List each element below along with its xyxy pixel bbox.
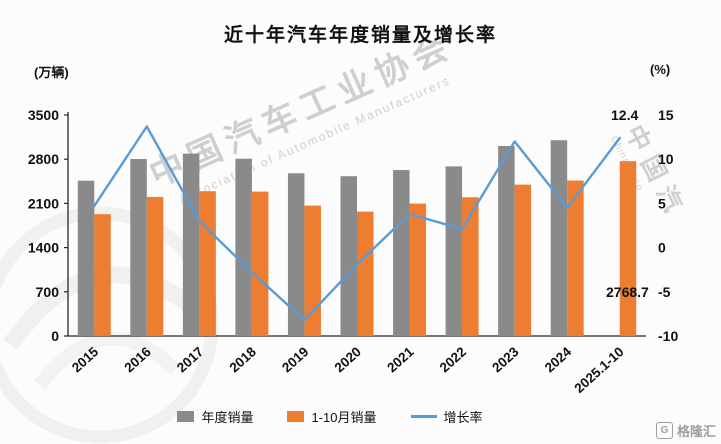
y2-axis-label: -5 (658, 284, 671, 300)
right-axis-unit: (%) (650, 62, 671, 77)
legend-line-sample (410, 415, 437, 418)
x-axis-label: 2022 (437, 344, 469, 375)
bar-annual-sales-2020 (340, 176, 357, 336)
y2-axis-label: -10 (658, 328, 678, 344)
bar-ytd-sales-2020 (357, 211, 374, 336)
gelonghui-logo-icon: G (655, 422, 673, 439)
x-axis-label: 2019 (279, 344, 311, 375)
x-axis-label: 2018 (227, 344, 260, 376)
y2-axis-label: 10 (658, 151, 674, 167)
ytd-sales-value-label: 2768.7 (606, 284, 649, 300)
y-axis-label: 0 (51, 328, 59, 344)
bar-ytd-sales-2017 (199, 191, 216, 336)
x-axis-label: 2016 (121, 344, 154, 376)
x-axis-label: 2017 (174, 344, 206, 375)
bar-annual-sales-2018 (235, 158, 252, 336)
bar-ytd-sales-2016 (146, 196, 164, 336)
bar-annual-sales-2022 (445, 166, 463, 336)
bar-ytd-sales-2022 (462, 197, 479, 336)
y-axis-label: 1400 (28, 240, 59, 256)
x-axis-label: 2023 (489, 344, 522, 376)
y2-axis-label: 0 (658, 240, 666, 256)
bar-ytd-sales-2019 (304, 205, 321, 336)
legend-label: 增长率 (443, 410, 483, 425)
bar-annual-sales-2016 (130, 159, 147, 336)
legend-item-annual-sales: 年度销量 (177, 407, 253, 426)
chart-title: 近十年汽车年度销量及增长率 (223, 25, 497, 46)
x-axis-label: 2020 (332, 344, 364, 375)
legend-label: 1-10月销量 (311, 410, 377, 425)
left-axis-unit: (万辆) (34, 65, 69, 80)
bar-annual-sales-2024 (550, 140, 568, 336)
bar-ytd-sales-2021 (409, 203, 427, 336)
bar-annual-sales-2017 (182, 153, 200, 336)
y-axis-label: 2100 (28, 195, 59, 211)
x-axis-label: 2024 (542, 344, 575, 376)
y-axis-label: 700 (36, 284, 60, 300)
x-axis-label: 2025.1-10 (572, 344, 627, 396)
legend: 年度销量 1-10月销量 增长率 (0, 407, 660, 426)
legend-item-growth-rate: 增长率 (410, 407, 483, 426)
bar-annual-sales-2019 (287, 173, 305, 336)
legend-swatch (177, 411, 195, 422)
legend-label: 年度销量 (201, 410, 254, 425)
bar-ytd-sales-2018 (251, 191, 269, 336)
x-axis-label: 2015 (69, 344, 102, 376)
y-axis-label: 2800 (28, 151, 59, 167)
y2-axis-label: 5 (658, 195, 666, 211)
legend-swatch (287, 411, 305, 422)
legend-item-ytd-sales: 1-10月销量 (287, 407, 377, 426)
bar-annual-sales-2023 (498, 146, 515, 336)
bar-ytd-sales-2024 (567, 180, 584, 336)
gelonghui-logo: G 格隆汇 (655, 421, 716, 440)
gelonghui-logo-label: 格隆汇 (676, 424, 716, 439)
x-axis-label: 2021 (384, 344, 417, 376)
growth-rate-value-label: 12.4 (611, 107, 639, 123)
bar-ytd-sales-2023 (514, 184, 532, 336)
y-axis-label: 3500 (28, 107, 59, 123)
bar-ytd-sales-2015 (94, 214, 111, 336)
bar-annual-sales-2021 (393, 170, 410, 336)
bar-annual-sales-2015 (77, 180, 95, 336)
bar-ytd-sales-2025.1-10 (619, 161, 637, 336)
growth-rate-line (93, 125, 621, 322)
y2-axis-label: 15 (658, 107, 674, 123)
